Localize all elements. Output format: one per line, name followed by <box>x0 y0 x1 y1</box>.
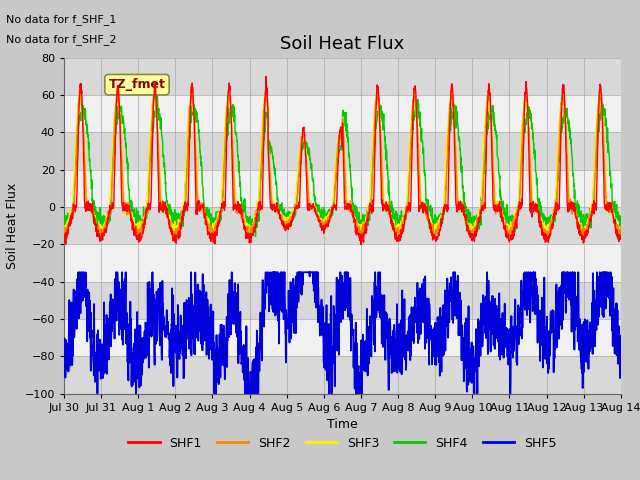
Text: No data for f_SHF_2: No data for f_SHF_2 <box>6 34 117 45</box>
SHF1 <box>566 206 573 212</box>
SHF5 <box>60 345 68 350</box>
Line: SHF4: SHF4 <box>64 96 621 239</box>
SHF5 <box>315 306 323 312</box>
SHF3 <box>550 212 557 217</box>
SHF1 <box>617 234 625 240</box>
SHF2 <box>315 213 323 219</box>
X-axis label: Time: Time <box>327 418 358 431</box>
Bar <box>64 132 621 169</box>
SHF3 <box>479 170 486 176</box>
Bar <box>64 169 621 207</box>
SHF1 <box>374 84 381 90</box>
Bar <box>64 58 621 95</box>
Line: SHF2: SHF2 <box>64 89 621 240</box>
SHF3 <box>617 228 625 233</box>
SHF1 <box>479 205 486 211</box>
SHF5 <box>566 275 573 280</box>
SHF5 <box>74 269 82 275</box>
SHF4 <box>60 212 68 217</box>
SHF5 <box>374 297 381 303</box>
SHF4 <box>470 236 478 241</box>
SHF1 <box>550 216 557 221</box>
Y-axis label: Soil Heat Flux: Soil Heat Flux <box>6 182 19 269</box>
SHF4 <box>617 214 625 219</box>
SHF3 <box>60 228 68 234</box>
Line: SHF5: SHF5 <box>64 272 621 394</box>
SHF2 <box>207 237 214 242</box>
SHF2 <box>60 232 68 238</box>
SHF5 <box>479 344 486 349</box>
Legend: SHF1, SHF2, SHF3, SHF4, SHF5: SHF1, SHF2, SHF3, SHF4, SHF5 <box>124 432 561 455</box>
SHF4 <box>550 214 557 220</box>
SHF1 <box>60 239 68 245</box>
SHF1 <box>357 242 365 248</box>
SHF4 <box>154 93 161 99</box>
Line: SHF1: SHF1 <box>64 76 621 245</box>
SHF4 <box>314 207 322 213</box>
SHF2 <box>76 86 84 92</box>
SHF2 <box>374 94 381 99</box>
SHF3 <box>207 234 215 240</box>
Bar <box>64 319 621 356</box>
Bar <box>64 95 621 132</box>
SHF4 <box>479 190 486 195</box>
SHF3 <box>410 93 418 98</box>
SHF4 <box>617 223 625 228</box>
SHF3 <box>617 228 625 233</box>
SHF5 <box>93 391 101 396</box>
Bar <box>64 207 621 244</box>
SHF4 <box>373 118 381 124</box>
SHF1 <box>262 73 270 79</box>
SHF3 <box>314 211 322 216</box>
SHF2 <box>566 204 573 210</box>
SHF3 <box>373 98 381 104</box>
SHF2 <box>617 228 625 233</box>
Bar <box>64 282 621 319</box>
SHF4 <box>566 125 573 131</box>
Bar <box>64 356 621 394</box>
Title: Soil Heat Flux: Soil Heat Flux <box>280 35 404 53</box>
SHF5 <box>617 333 625 339</box>
SHF2 <box>550 207 557 213</box>
Text: No data for f_SHF_1: No data for f_SHF_1 <box>6 14 116 25</box>
Text: TZ_fmet: TZ_fmet <box>109 78 165 91</box>
Bar <box>64 244 621 282</box>
SHF5 <box>617 350 625 356</box>
SHF3 <box>566 193 573 199</box>
Line: SHF3: SHF3 <box>64 96 621 237</box>
SHF2 <box>617 225 625 230</box>
SHF5 <box>550 369 557 375</box>
SHF2 <box>479 204 486 210</box>
SHF1 <box>617 236 625 242</box>
SHF1 <box>314 215 322 221</box>
